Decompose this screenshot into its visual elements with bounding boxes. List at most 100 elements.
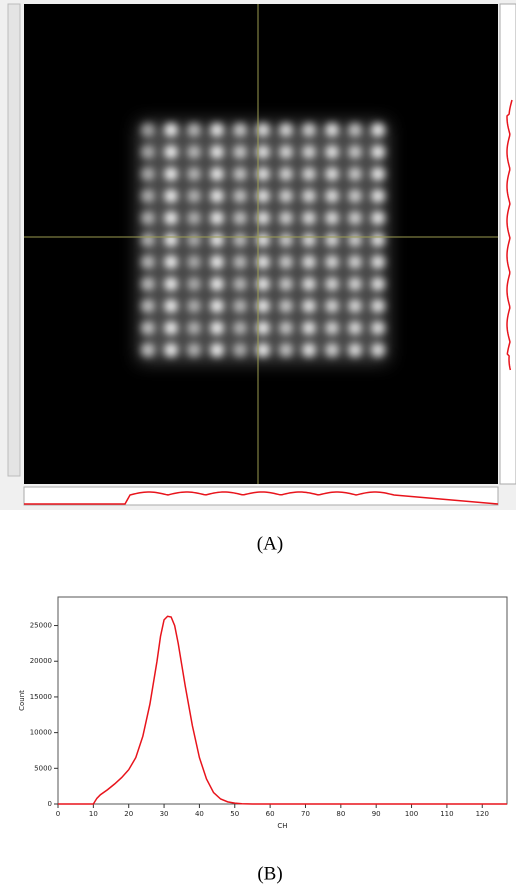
spot [210,233,224,247]
spot [141,277,155,291]
spot [302,299,316,313]
spot [187,321,201,335]
count-chart: 0 5000 10000 15000 20000 25000 0 10 20 30 40 50 60 70… [18,596,508,830]
spot [279,277,293,291]
spot [302,123,316,137]
crystal-spots [141,123,385,357]
spot [325,233,339,247]
scrollbar[interactable] [7,3,21,477]
spot [348,321,362,335]
spot [233,255,247,269]
x-tick-label: 30 [160,810,169,818]
spot [279,167,293,181]
spot [141,255,155,269]
data-line [58,615,507,805]
spot [233,167,247,181]
spot [256,255,270,269]
x-tick-label: 40 [195,810,204,818]
x-tick-label: 50 [230,810,239,818]
spot [141,211,155,225]
spot [164,299,178,313]
spot [279,123,293,137]
spot [302,233,316,247]
spot [210,321,224,335]
x-tick-label: 90 [372,810,381,818]
spot [210,343,224,357]
spot [348,145,362,159]
spot [233,189,247,203]
spot [256,343,270,357]
spot [233,123,247,137]
spot [164,167,178,181]
spot [279,343,293,357]
spot [187,277,201,291]
spot [371,299,385,313]
spot [210,277,224,291]
spot [325,123,339,137]
spot [325,321,339,335]
spot [256,211,270,225]
spot [325,167,339,181]
spot [348,211,362,225]
spot [210,211,224,225]
spot [302,189,316,203]
spot [279,145,293,159]
spot [164,233,178,247]
spot [325,145,339,159]
panel-label: (B) [257,863,282,884]
spot [348,277,362,291]
spot [233,233,247,247]
spot [187,211,201,225]
x-tick-label: 110 [440,810,453,818]
x-tick-label: 60 [266,810,275,818]
spot [141,145,155,159]
spot [348,233,362,247]
spot [256,299,270,313]
x-tick-label: 10 [89,810,98,818]
spot [141,189,155,203]
spot [348,167,362,181]
spot [302,343,316,357]
plot-frame [57,596,508,805]
spot [279,255,293,269]
spot [256,123,270,137]
spot [141,299,155,313]
spot [210,145,224,159]
spot [233,343,247,357]
spot [187,189,201,203]
y-tick-label: 5000 [34,764,52,772]
spot [164,321,178,335]
spot [233,299,247,313]
spot [371,189,385,203]
spot [164,145,178,159]
y-tick-label: 10000 [30,729,52,737]
spot [302,277,316,291]
spot [210,123,224,137]
spot [302,167,316,181]
x-tick-label: 100 [405,810,418,818]
spot [302,211,316,225]
spot [371,277,385,291]
spot [279,211,293,225]
bottom-profile-box [23,486,499,506]
spot [141,123,155,137]
spot [256,167,270,181]
spot [233,321,247,335]
spot [187,255,201,269]
x-tick-label: 0 [56,810,60,818]
spot [141,321,155,335]
spot [325,255,339,269]
spot [164,277,178,291]
y-tick-label: 20000 [30,657,52,665]
spot [187,343,201,357]
spot [256,189,270,203]
spot [348,343,362,357]
spot [164,123,178,137]
spot [279,299,293,313]
spot [325,299,339,313]
y-tick-label: 15000 [30,693,52,701]
spot [187,145,201,159]
spot [210,299,224,313]
spot [141,343,155,357]
